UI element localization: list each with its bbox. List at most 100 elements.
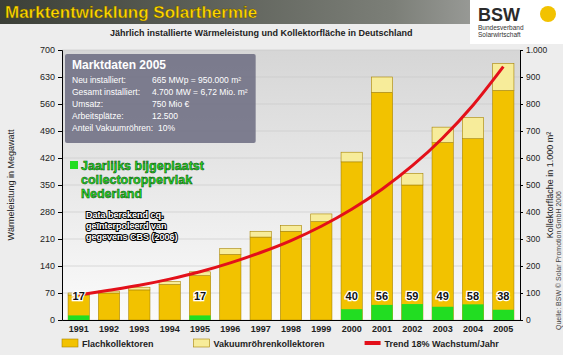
y2-axis-title: Kollektorfläche in 1.000 m²	[545, 132, 555, 239]
y-tick-label: 70	[45, 288, 55, 298]
data-label: 49	[437, 290, 449, 302]
x-tick-label: 1998	[281, 324, 301, 334]
y2-tick-label: 700	[526, 126, 540, 136]
data-labels: 1717405659495838	[73, 290, 510, 302]
y2-tick-mark	[520, 212, 523, 213]
bar-segment	[129, 290, 150, 320]
bar-segment	[280, 226, 301, 232]
overlay-bar	[462, 304, 483, 320]
legend-label: Jaarlijks bijgeplaatstcollectoroppervlak…	[81, 159, 205, 201]
y-tick: 350	[40, 180, 62, 190]
x-tick: 2002	[402, 320, 422, 334]
x-axis: 1991199219931994199519961997199819992000…	[63, 320, 521, 334]
y-tick: 280	[40, 207, 62, 217]
legend-label: Vakuumröhrenkollektoren	[214, 339, 325, 349]
legend-swatch	[62, 339, 78, 347]
y-tick-mark	[58, 239, 62, 240]
source: Quelle: BSW © Solar Promotion GmbH 2006	[555, 191, 563, 330]
y-tick-mark	[58, 77, 62, 78]
bar-segment	[371, 92, 392, 320]
y2-tick-label: 200	[526, 261, 540, 271]
y2-tick: 700	[520, 126, 540, 136]
y-tick-mark	[58, 158, 62, 159]
legend-swatch	[194, 339, 210, 347]
x-tick-label: 1996	[220, 324, 240, 334]
y-tick: 700	[40, 45, 62, 55]
text-line: Nederland	[81, 187, 142, 201]
y-axis-title: Wärmeleistung in Megawatt	[6, 129, 16, 241]
overlay-bar	[402, 304, 423, 320]
overlay-bar	[432, 307, 453, 320]
x-tick: 2000	[342, 320, 362, 334]
y2-tick-label: 600	[526, 153, 540, 163]
text-line: Bundesverband	[478, 24, 524, 31]
y2-tick: 0	[520, 315, 531, 325]
y-tick: 140	[40, 261, 62, 271]
bar-segment	[462, 139, 483, 320]
legend-swatch	[70, 161, 78, 169]
info-box-key: Gesamt installiert:	[72, 87, 140, 97]
x-tick: 1996	[220, 320, 240, 334]
y2-tick-label: 400	[526, 207, 540, 217]
bar-segment	[493, 91, 514, 321]
x-tick: 1992	[99, 320, 119, 334]
bar-segment	[402, 173, 423, 185]
bar-segment	[311, 222, 332, 320]
data-label: 59	[406, 290, 418, 302]
x-tick-label: 1992	[99, 324, 119, 334]
x-tick-label: 2000	[342, 324, 362, 334]
y-tick-mark	[58, 50, 62, 51]
y-tick-mark	[58, 320, 62, 321]
text-line: gegevens CBS (2006)	[86, 232, 178, 242]
note: Data berekend cq.geïnterpoleerd vangegev…	[86, 210, 178, 242]
y-axis: 0 70 140 210 280 350 420 490 560 630 700	[40, 45, 63, 325]
bar-segment	[462, 118, 483, 139]
y2-tick-label: 0	[526, 315, 531, 325]
x-tick-label: 1995	[190, 324, 210, 334]
info-box: Marktdaten 2005Neu installiert:665 MWp =…	[65, 54, 256, 143]
y-tick: 560	[40, 99, 62, 109]
y2-tick-mark	[520, 239, 523, 240]
y-tick: 420	[40, 153, 62, 163]
y2-tick-label: 300	[526, 234, 540, 244]
info-box-value: 12.500	[152, 111, 178, 121]
y-tick: 490	[40, 126, 62, 136]
title: Marktentwicklung Solarthermie	[5, 3, 257, 22]
info-box-title: Marktdaten 2005	[72, 58, 166, 72]
overlay-bar	[189, 315, 210, 320]
x-tick: 1995	[190, 320, 210, 334]
y-tick-label: 0	[50, 315, 55, 325]
x-tick-label: 2004	[463, 324, 483, 334]
x-tick-label: 1993	[129, 324, 149, 334]
bar-segment	[98, 293, 119, 320]
y-tick-mark	[58, 212, 62, 213]
y-tick-label: 280	[40, 207, 55, 217]
y2-tick: 300	[520, 234, 540, 244]
y-axis-line	[58, 51, 63, 321]
logo-box	[470, 0, 563, 44]
y2-tick-label: 900	[526, 72, 540, 82]
x-tick-label: 1991	[69, 324, 89, 334]
y2-tick-mark	[520, 50, 523, 51]
x-tick: 2001	[372, 320, 392, 334]
legend-label: Flachkollektoren	[82, 339, 154, 349]
y2-tick-label: 500	[526, 180, 540, 190]
text-line: geïnterpoleerd van	[86, 221, 167, 231]
x-tick-label: 2005	[493, 324, 513, 334]
text-line: Data berekend cq.	[86, 210, 164, 220]
x-tick-label: 2002	[402, 324, 422, 334]
y-tick: 210	[40, 234, 62, 244]
info-box-value: 10%	[158, 123, 175, 133]
bar-segment	[189, 276, 210, 320]
y-tick-label: 630	[40, 72, 55, 82]
info-box-key: Arbeitsplätze:	[72, 111, 124, 121]
x-tick: 2004	[463, 320, 483, 334]
x-tick-label: 1994	[160, 324, 180, 334]
bar-segment	[220, 249, 241, 255]
y2-tick: 800	[520, 99, 540, 109]
y-tick-mark	[58, 185, 62, 186]
y2-tick-mark	[520, 293, 523, 294]
y-tick: 630	[40, 72, 62, 82]
text-line: Solarwirtschaft	[478, 31, 521, 38]
x-tick: 2003	[433, 320, 453, 334]
